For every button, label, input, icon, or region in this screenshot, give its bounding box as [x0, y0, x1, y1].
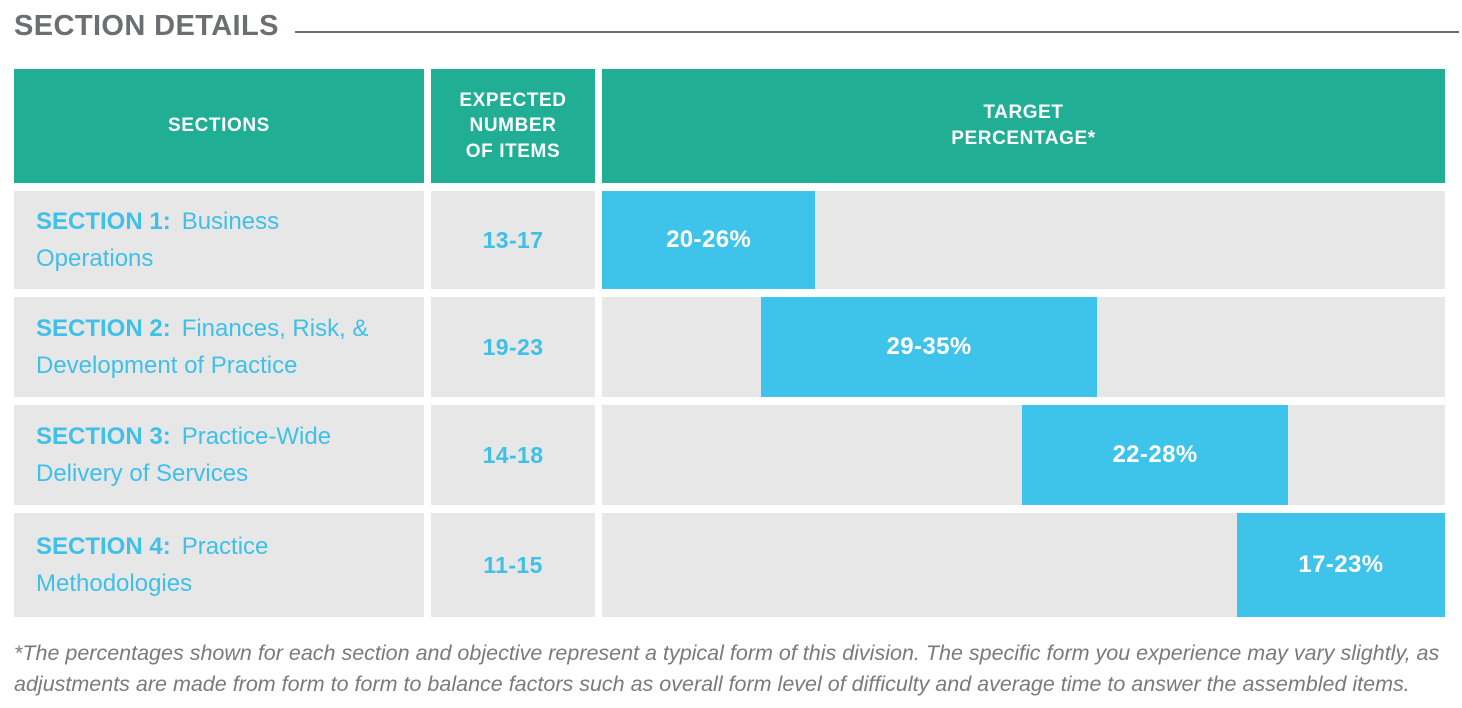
table-row-section-4-name: SECTION 4: Practice Methodologies — [14, 513, 424, 617]
section-details-header: SECTION DETAILS — [14, 10, 1459, 43]
section-2-target-track: 29-35% — [602, 297, 1445, 397]
section-4-expected-items: 11-15 — [431, 513, 595, 617]
title-rule-line — [294, 30, 1459, 33]
section-1-target-bar: 20-26% — [602, 191, 816, 289]
section-details-table: SECTIONS EXPECTED NUMBER OF ITEMS TARGET… — [14, 69, 1445, 617]
column-header-expected-items: EXPECTED NUMBER OF ITEMS — [431, 69, 595, 183]
section-2-title: Finances, Risk, & Development of Practic… — [36, 315, 369, 379]
page-title: SECTION DETAILS — [14, 10, 279, 42]
section-4-title: Practice Methodologies — [36, 533, 269, 597]
section-2-expected-items: 19-23 — [431, 297, 595, 397]
section-3-expected-items: 14-18 — [431, 405, 595, 505]
section-2-target-label: 29-35% — [886, 333, 972, 360]
section-4-target-bar: 17-23% — [1236, 513, 1445, 617]
target-percentage-footnote: *The percentages shown for each section … — [14, 641, 1440, 696]
section-4-target-label: 17-23% — [1298, 551, 1384, 578]
section-3-prefix: SECTION 3: — [36, 423, 171, 450]
table-row-section-2-name: SECTION 2: Finances, Risk, & Development … — [14, 297, 424, 397]
section-1-target-label: 20-26% — [666, 226, 752, 253]
section-1-expected-items: 13-17 — [431, 191, 595, 289]
column-header-sections: SECTIONS — [14, 69, 424, 183]
section-3-target-bar: 22-28% — [1021, 405, 1289, 505]
section-4-target-track: 17-23% — [602, 513, 1445, 617]
section-1-prefix: SECTION 1: — [36, 208, 171, 235]
table-row-section-1-name: SECTION 1: Business Operations — [14, 191, 424, 289]
section-3-target-label: 22-28% — [1112, 441, 1198, 468]
section-3-target-track: 22-28% — [602, 405, 1445, 505]
section-2-target-bar: 29-35% — [761, 297, 1097, 397]
section-3-title: Practice-Wide Delivery of Services — [36, 423, 332, 487]
section-1-target-track: 20-26% — [602, 191, 1445, 289]
table-row-section-3-name: SECTION 3: Practice-Wide Delivery of Serv… — [14, 405, 424, 505]
section-4-prefix: SECTION 4: — [36, 533, 171, 560]
section-1-title: Business Operations — [36, 208, 280, 272]
section-2-prefix: SECTION 2: — [36, 315, 171, 342]
column-header-target-percentage: TARGET PERCENTAGE* — [602, 69, 1445, 183]
